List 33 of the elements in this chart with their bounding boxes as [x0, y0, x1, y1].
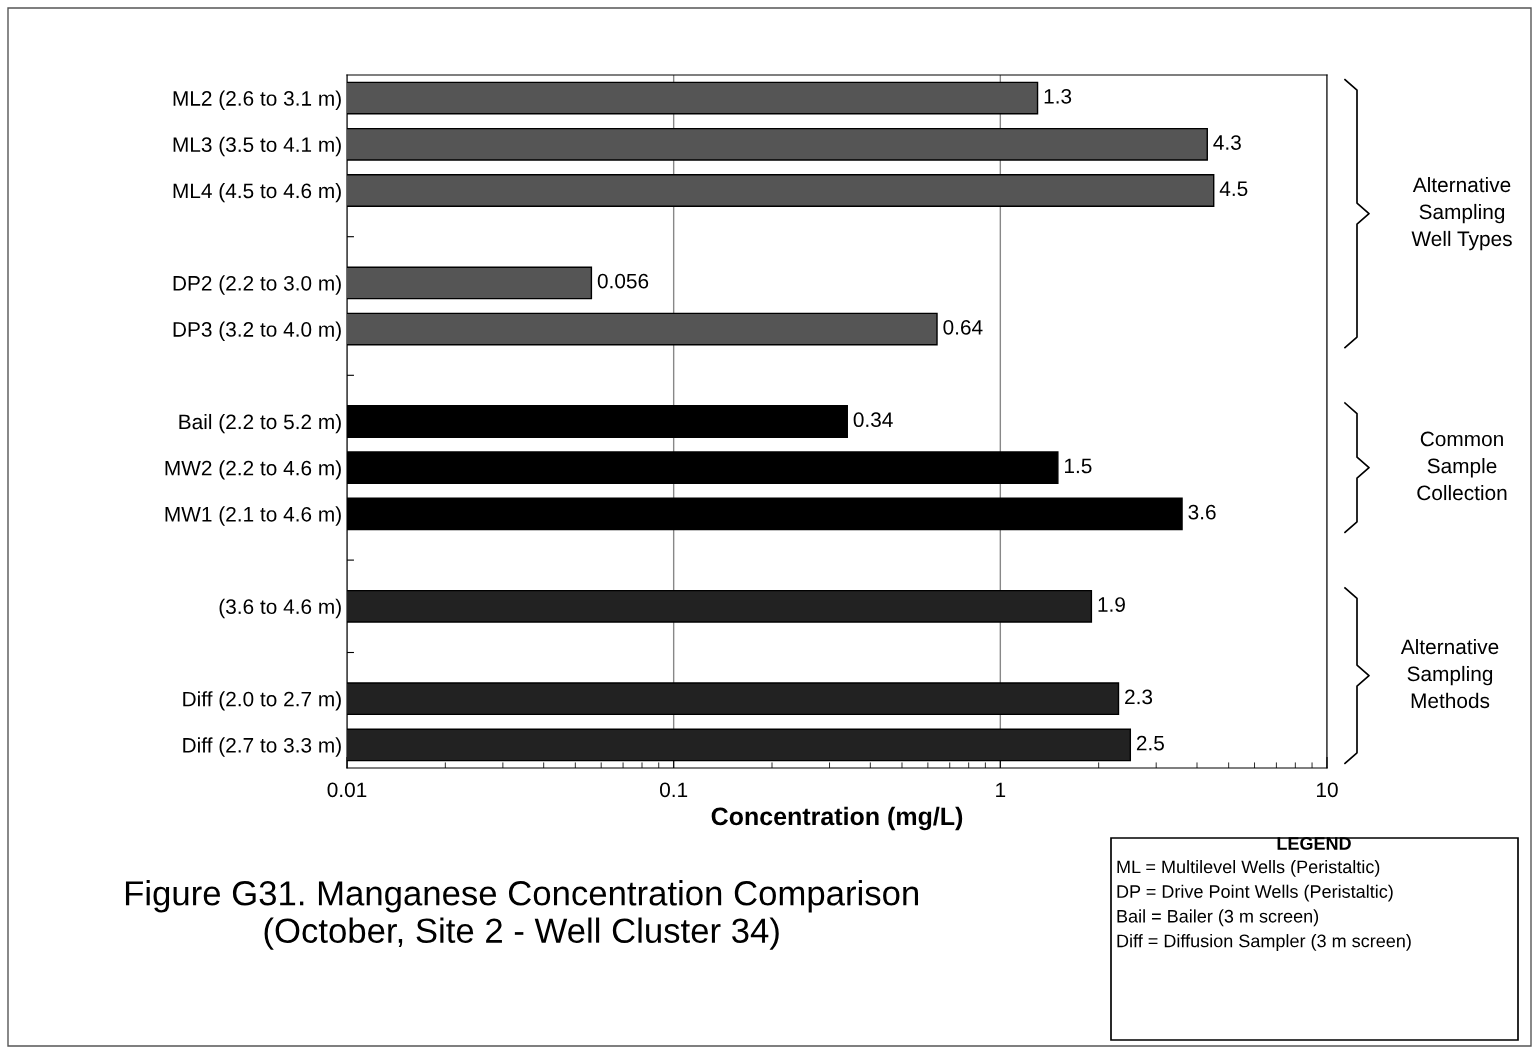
text: LEGEND [1277, 837, 1351, 850]
data-label: 4.3 [1213, 135, 1241, 150]
y-tick-label: Diff (2.0 to 2.7 m) [183, 691, 341, 711]
data-label: 2.3 [1125, 689, 1153, 705]
data-label: 0.34 [853, 412, 893, 428]
data-label: 1.3 [1044, 88, 1072, 104]
text: Figure G31. Manganese Concentration Comparison (October, Site 2 - Well Cluster 34) [125, 880, 918, 950]
x-tick-label: 1 [996, 782, 1006, 797]
data-label: 3.6 [1188, 504, 1216, 520]
y-tick-label: DP3 (3.2 to 4.0 m) [173, 321, 341, 341]
text: ML = Multilevel Wells (Peristaltic) DP = Drive Point Wells (Peristaltic) Bail = Bailer (3 m screen) Diff = Diffusion Sampler (3 m screen) [1117, 860, 1411, 951]
x-tick-label: 0.1 [660, 782, 688, 798]
data-label: 2.5 [1136, 735, 1164, 751]
y-tick-label: DP2 (2.2 to 3.0 m) [173, 275, 341, 295]
y-tick-label: MW1 (2.1 to 4.6 m) [165, 506, 341, 526]
x-tick-label: 10 [1317, 782, 1338, 798]
y-tick-label: Diff (2.7 to 3.3 m) [183, 737, 341, 757]
y-tick-label: ML3 (3.5 to 4.1 m) [173, 136, 341, 157]
y-tick-label: MW2 (2.2 to 4.6 m) [165, 460, 341, 480]
data-label: 0.056 [597, 273, 649, 289]
y-tick-label: ML4 (4.5 to 4.6 m) [173, 182, 341, 203]
text: Alternative Sampling Well Types [1411, 176, 1512, 251]
data-label: 1.5 [1065, 458, 1092, 474]
data-label: 4.5 [1219, 181, 1248, 197]
x-tick-label: 0.01 [327, 782, 367, 798]
x-axis-title: Concentration (mg/L) [711, 806, 963, 831]
data-label: 0.64 [943, 319, 983, 335]
y-tick-label: ML2 (2.6 to 3.1 m) [173, 90, 341, 110]
y-tick-label: (3.6 to 4.6 m) [219, 598, 341, 619]
text: Common Sample Collection [1417, 431, 1507, 501]
data-label: 1.9 [1098, 597, 1125, 612]
y-tick-label: Bail (2.2 to 5.2 m) [179, 413, 341, 434]
text: Alternative Sampling Methods [1400, 638, 1499, 709]
